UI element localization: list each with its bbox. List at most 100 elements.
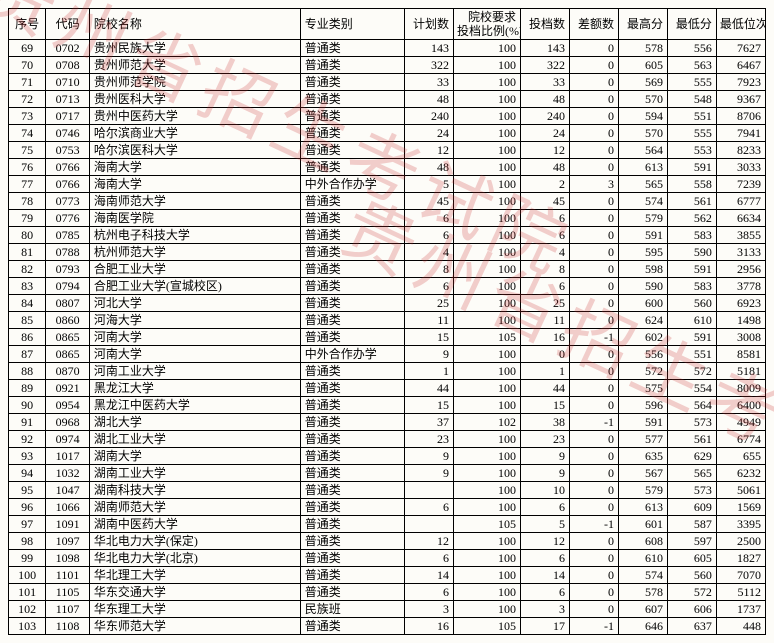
cell: 594 [618, 108, 667, 125]
cell: 591 [667, 261, 716, 278]
cell: 45 [521, 193, 570, 210]
cell: 100 [453, 227, 520, 244]
cell: 579 [618, 210, 667, 227]
cell: 1569 [716, 499, 765, 516]
col-8: 最高分 [618, 9, 667, 40]
cell: 6 [521, 278, 570, 295]
cell: 555 [667, 74, 716, 91]
cell: 华东师范大学 [89, 618, 300, 635]
table-row: 920974湖北工业大学普通类231002305775616774 [9, 431, 766, 448]
cell: 624 [618, 312, 667, 329]
cell: 572 [667, 584, 716, 601]
cell: 普通类 [300, 227, 404, 244]
cell: 湖北大学 [89, 414, 300, 431]
cell: 100 [453, 278, 520, 295]
cell: 85 [9, 312, 46, 329]
cell: 100 [453, 499, 520, 516]
cell: 560 [667, 567, 716, 584]
cell: 杭州电子科技大学 [89, 227, 300, 244]
col-1: 代码 [46, 9, 90, 40]
cell: 10 [521, 482, 570, 499]
cell: 37 [405, 414, 454, 431]
table-row: 800785杭州电子科技大学普通类6100605915833855 [9, 227, 766, 244]
cell: 551 [667, 108, 716, 125]
cell: 48 [521, 91, 570, 108]
cell: 6634 [716, 210, 765, 227]
cell: 普通类 [300, 584, 404, 601]
cell: 华北电力大学(保定) [89, 533, 300, 550]
cell: 普通类 [300, 465, 404, 482]
cell: 101 [9, 584, 46, 601]
cell: 0 [570, 227, 619, 244]
cell: 240 [521, 108, 570, 125]
cell: 12 [405, 142, 454, 159]
table-row: 910968湖北大学普通类3710238-15915734949 [9, 414, 766, 431]
cell [405, 516, 454, 533]
cell: 1 [405, 363, 454, 380]
cell: 1107 [46, 601, 90, 618]
cell: 100 [453, 584, 520, 601]
cell: 4 [521, 244, 570, 261]
cell: 82 [9, 261, 46, 278]
cell: 562 [667, 210, 716, 227]
cell: 100 [453, 176, 520, 193]
cell: 普通类 [300, 499, 404, 516]
cell: 573 [667, 482, 716, 499]
cell: 0 [570, 397, 619, 414]
cell: 3033 [716, 159, 765, 176]
cell: 102 [9, 601, 46, 618]
cell: 575 [618, 380, 667, 397]
cell: 0 [570, 448, 619, 465]
cell: 民族班 [300, 601, 404, 618]
cell: 583 [667, 227, 716, 244]
cell: 90 [9, 397, 46, 414]
cell: 0 [570, 431, 619, 448]
cell: 100 [453, 74, 520, 91]
cell: 华北理工大学 [89, 567, 300, 584]
table-row: 730717贵州中医药大学普通类24010024005945518706 [9, 108, 766, 125]
cell: 100 [453, 261, 520, 278]
cell: 湖南工业大学 [89, 465, 300, 482]
cell: 100 [453, 397, 520, 414]
cell: 0 [570, 193, 619, 210]
cell: 12 [521, 533, 570, 550]
cell: 8581 [716, 346, 765, 363]
cell: 海南师范大学 [89, 193, 300, 210]
cell: 河南工业大学 [89, 363, 300, 380]
cell: 普通类 [300, 329, 404, 346]
cell: 1827 [716, 550, 765, 567]
cell: 94 [9, 465, 46, 482]
cell: 577 [618, 431, 667, 448]
cell: 15 [405, 397, 454, 414]
cell: 591 [618, 227, 667, 244]
cell: 0 [570, 91, 619, 108]
cell: 591 [618, 414, 667, 431]
cell: 2 [521, 176, 570, 193]
cell: 635 [618, 448, 667, 465]
cell: 1066 [46, 499, 90, 516]
cell: 605 [667, 550, 716, 567]
table-row: 690702贵州民族大学普通类14310014305785567627 [9, 40, 766, 57]
table-row: 961066湖南师范大学普通类6100606136091569 [9, 499, 766, 516]
cell: 100 [453, 210, 520, 227]
table-row: 1001101华北理工大学普通类141001405745607070 [9, 567, 766, 584]
cell: 448 [716, 618, 765, 635]
cell: 564 [667, 397, 716, 414]
cell: 0 [570, 125, 619, 142]
cell: 100 [453, 448, 520, 465]
cell: 583 [667, 278, 716, 295]
cell: 15 [521, 397, 570, 414]
cell: 3 [521, 601, 570, 618]
cell: 0807 [46, 295, 90, 312]
cell: 5112 [716, 584, 765, 601]
cell: 73 [9, 108, 46, 125]
cell: 587 [667, 516, 716, 533]
cell: 6 [405, 278, 454, 295]
cell: 0717 [46, 108, 90, 125]
cell: 96 [9, 499, 46, 516]
cell: 12 [521, 142, 570, 159]
cell: 15 [405, 329, 454, 346]
cell: 12 [405, 533, 454, 550]
cell: 613 [618, 159, 667, 176]
cell: 105 [453, 329, 520, 346]
